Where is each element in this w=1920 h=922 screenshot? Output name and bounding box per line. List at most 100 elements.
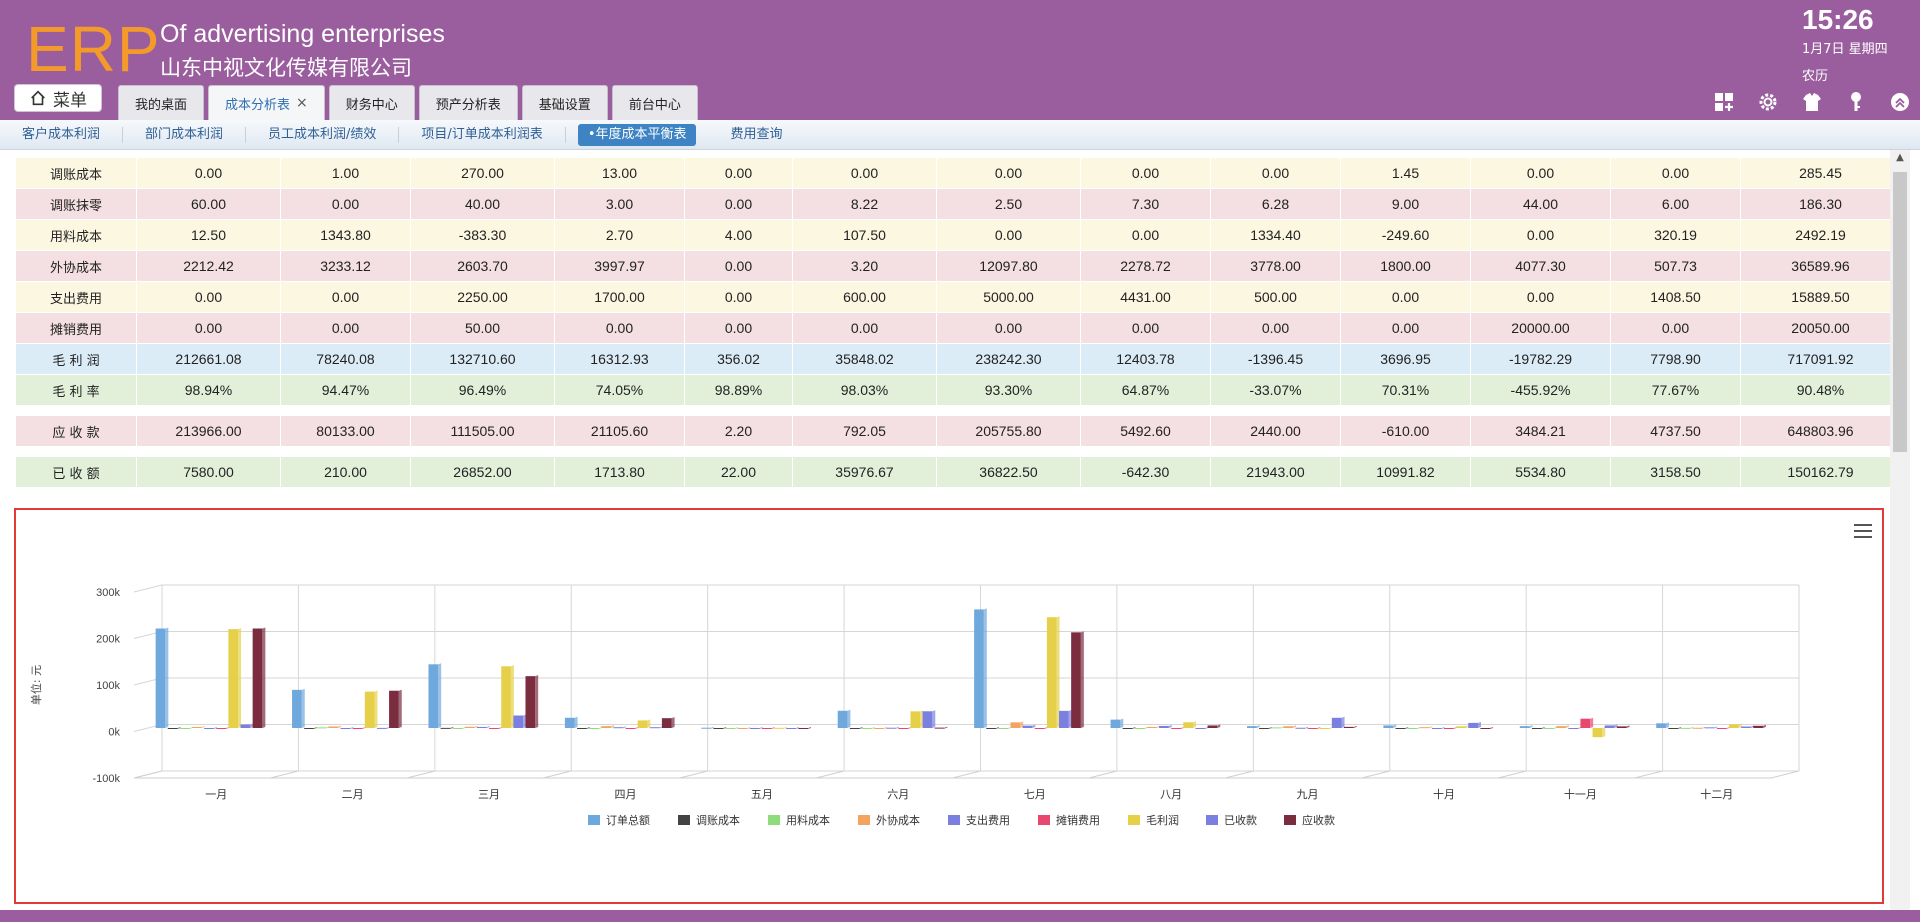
table-cell: 132710.60 [410,343,555,375]
bar-side [1690,726,1694,729]
gear-icon[interactable] [1756,90,1780,114]
bar-3 [874,727,884,729]
subnav-item-3[interactable]: 项目/订单成本利润表 [399,126,566,143]
app-logo: ERP [26,13,161,85]
bar-8 [389,690,399,728]
x-tick-label: 六月 [887,788,909,801]
table-cell: 0.00 [280,312,411,344]
bar-side [1205,727,1209,729]
bar-side [338,725,342,728]
bar-side [1353,725,1357,728]
bar-side [920,710,924,728]
table-cell: 0.00 [280,281,411,313]
menu-button[interactable]: 菜单 [14,84,102,112]
bar-3 [737,728,748,729]
table-cell: 20000.00 [1470,312,1611,344]
bar-side [1626,725,1630,728]
bar-side [1578,727,1582,729]
bar-1 [167,728,178,729]
bar-6 [1046,617,1057,728]
tab-5[interactable]: 前台中心 [611,85,698,120]
table-cell: 0.00 [1080,312,1211,344]
table-row: 调账抹零 60.00 0.00 40.00 3.00 0.00 8.22 2.50 7.30 6.… [15,188,1901,220]
bar-side [1156,725,1160,728]
bar-side [1529,725,1533,728]
bar-side [498,726,502,729]
table-cell: 40.00 [410,188,555,220]
table-cell: 507.73 [1610,250,1741,282]
bar-1 [713,728,724,729]
subnav-item-4[interactable]: •年度成本平衡表 [577,123,697,146]
bar-side [523,714,527,728]
table-cell: 210.00 [280,456,411,488]
scroll-up-icon[interactable]: ▲ [1896,152,1904,163]
table-cell: 10991.82 [1340,456,1471,488]
tab-0[interactable]: 我的桌面 [118,85,205,120]
scroll-thumb[interactable] [1893,172,1907,452]
legend-swatch [858,815,870,825]
table-cell: 60.00 [136,188,281,220]
bar-3 [192,726,202,728]
table-cell: 4737.50 [1610,415,1741,447]
table-cell: 0.00 [136,281,281,313]
tab-4[interactable]: 基础设置 [521,85,608,120]
subnav-item-0[interactable]: 客户成本利润 [0,126,124,143]
bar-chart: -100k 0k 100k 200k 300k 单位: 元一月 二月 三月 四月 五月 六月 七月 八月… [29,584,1800,827]
subnav-item-5[interactable]: 费用查询 [730,126,783,142]
table-row: 已 收 额 7580.00 210.00 26852.00 1713.80 22.00 35… [15,456,1901,488]
legend-label: 用料成本 [786,813,830,827]
subnav-item-1[interactable]: 部门成本利润 [123,126,247,143]
tab-label: 我的桌面 [135,97,188,113]
collapse-icon[interactable] [1888,90,1912,114]
bar-4 [749,728,760,729]
table-cell: 36822.50 [936,456,1081,488]
bar-0 [701,727,712,729]
grid-add-icon[interactable] [1712,90,1736,114]
table-cell: -249.60 [1340,219,1471,251]
bar-side [1453,727,1457,729]
table-cell: 5492.60 [1080,415,1211,447]
bar-2 [1134,728,1145,729]
chart-menu-icon[interactable] [1854,524,1872,538]
table-cell: 270.00 [410,157,555,189]
bar-side [486,725,490,728]
y-tick-label: 0k [108,727,120,739]
bar-4 [1568,728,1579,729]
tab-3[interactable]: 预产分析表 [418,85,518,120]
x-tick-label: 十月 [1433,787,1455,801]
bar-side [1429,726,1433,729]
legend-swatch [678,815,690,825]
tab-close-icon[interactable]: × [296,95,308,111]
bar-1 [1122,728,1133,729]
table-cell: 7.30 [1080,188,1211,220]
bar-0 [1110,719,1121,728]
key-icon[interactable] [1844,90,1868,114]
legend-label: 支出费用 [966,813,1010,827]
table-cell: 7798.90 [1610,343,1741,375]
legend-swatch [1038,815,1050,825]
bar-side [723,727,727,729]
row-label: 毛 利 润 [15,343,137,375]
bar-2 [589,727,599,729]
vertical-scrollbar[interactable]: ▲ [1890,150,1910,922]
bar-1 [577,727,587,729]
table-cell: 5000.00 [936,281,1081,313]
bar-6 [1728,724,1739,728]
row-label: 支出费用 [15,281,137,313]
bar-8 [1753,725,1763,728]
bar-side [438,663,442,728]
bar-side [474,725,478,728]
subnav-item-2[interactable]: 员工成本利润/绩效 [246,126,400,143]
bar-4 [340,728,351,729]
bar-2 [316,727,327,729]
table-row: 支出费用 0.00 0.00 2250.00 1700.00 0.00 600.00 5000… [15,281,1901,313]
legend-label: 调账成本 [696,813,740,827]
bar-5 [352,728,363,729]
clock-time: 15:26 [1802,4,1874,35]
shirt-icon[interactable] [1800,90,1824,114]
bar-5 [1034,728,1045,729]
bar-side [313,726,317,729]
bar-6 [774,727,784,729]
tab-1[interactable]: 成本分析表 × [208,85,325,120]
tab-2[interactable]: 财务中心 [328,85,415,120]
